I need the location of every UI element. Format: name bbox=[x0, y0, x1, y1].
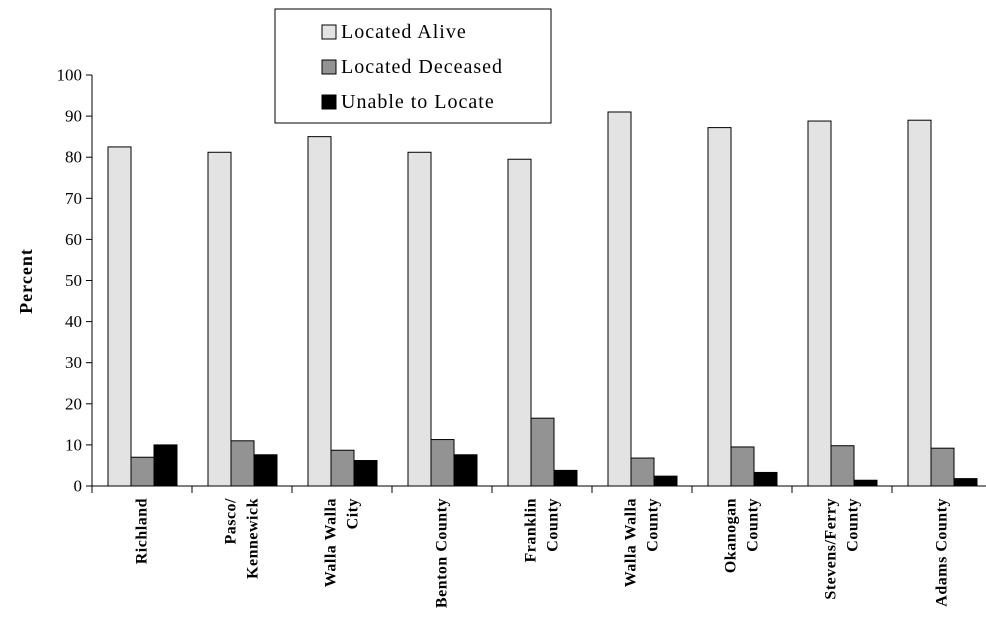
legend-swatch bbox=[321, 94, 337, 110]
bar-unable-to-locate bbox=[553, 469, 578, 487]
legend-swatch bbox=[321, 59, 337, 75]
legend-box bbox=[274, 8, 552, 124]
y-tick-label: 90 bbox=[65, 107, 82, 126]
bar-located-alive bbox=[807, 120, 832, 487]
bar-unable-to-locate bbox=[653, 475, 678, 487]
y-tick-label: 10 bbox=[65, 435, 82, 454]
bar-located-alive bbox=[307, 136, 332, 487]
legend-label: Located Deceased bbox=[341, 56, 503, 78]
x-category-label: Richland bbox=[134, 498, 151, 564]
y-tick-label: 40 bbox=[65, 312, 82, 331]
bar-unable-to-locate bbox=[253, 454, 278, 487]
x-category-label: Franklin bbox=[523, 498, 540, 562]
bar-unable-to-locate bbox=[953, 478, 978, 487]
bar-located-alive bbox=[707, 127, 732, 487]
bar-located-alive bbox=[407, 151, 432, 487]
bar-unable-to-locate bbox=[453, 454, 478, 487]
legend-swatch bbox=[321, 24, 337, 40]
y-axis-label: Percent bbox=[16, 248, 36, 314]
bar-located-deceased bbox=[630, 457, 655, 487]
bar-unable-to-locate bbox=[153, 444, 178, 487]
y-tick-label: 70 bbox=[65, 189, 82, 208]
x-category-label: Stevens/Ferry bbox=[823, 498, 840, 600]
bar-located-deceased bbox=[530, 417, 555, 487]
bar-located-deceased bbox=[930, 447, 955, 487]
x-category-label: Kennewick bbox=[245, 498, 262, 579]
x-category-label: County bbox=[745, 498, 762, 552]
y-tick-label: 30 bbox=[65, 353, 82, 372]
y-tick-label: 0 bbox=[74, 477, 83, 496]
y-tick-label: 50 bbox=[65, 271, 82, 290]
x-category-label: County bbox=[545, 498, 562, 552]
x-category-label: County bbox=[845, 498, 862, 552]
plot-area: 0 10 20 30 40 50 60 70 80 90 100 Richland Pasco/Kenn… bbox=[57, 66, 986, 608]
x-category-label: Benton County bbox=[434, 498, 451, 608]
bar-located-alive bbox=[207, 151, 232, 487]
legend: Located Alive Located Deceased Unable to L… bbox=[274, 8, 552, 124]
x-category-label: County bbox=[645, 498, 662, 552]
bar-unable-to-locate bbox=[753, 471, 778, 487]
y-tick-label: 80 bbox=[65, 148, 82, 167]
bar-located-alive bbox=[907, 119, 932, 487]
x-category-label: City bbox=[345, 498, 362, 529]
bar-located-alive bbox=[507, 158, 532, 487]
x-category-label: Walla Walla bbox=[323, 498, 340, 587]
x-category-label: Walla Walla bbox=[623, 498, 640, 587]
bar-located-alive bbox=[107, 146, 132, 487]
bar-located-deceased bbox=[230, 440, 255, 487]
bar-unable-to-locate bbox=[853, 479, 878, 487]
legend-label: Located Alive bbox=[341, 21, 467, 43]
bar-located-deceased bbox=[430, 439, 455, 487]
x-category-label: Okanogan bbox=[723, 498, 740, 573]
bar-located-alive bbox=[607, 111, 632, 487]
bar-unable-to-locate bbox=[353, 460, 378, 487]
bar-located-deceased bbox=[130, 456, 155, 487]
bar-located-deceased bbox=[830, 445, 855, 487]
x-category-label: Pasco/ bbox=[223, 498, 240, 545]
legend-label: Unable to Locate bbox=[341, 91, 495, 113]
y-tick-label: 100 bbox=[57, 66, 83, 85]
bar-located-deceased bbox=[730, 446, 755, 487]
y-tick-label: 60 bbox=[65, 230, 82, 249]
y-tick-label: 20 bbox=[65, 394, 82, 413]
bar-located-deceased bbox=[330, 449, 355, 487]
x-category-label: Adams County bbox=[934, 498, 951, 607]
